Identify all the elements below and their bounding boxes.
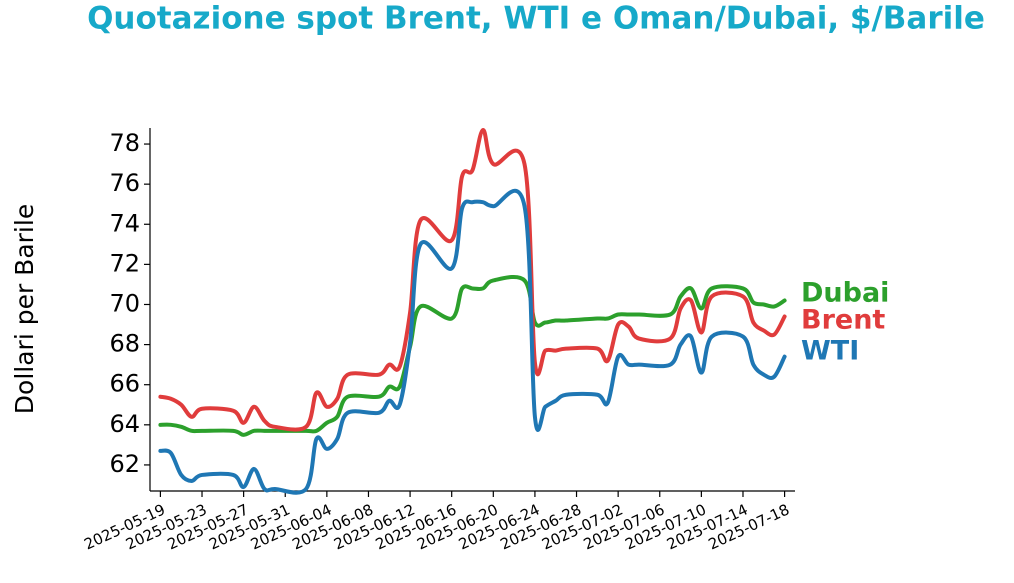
chart-title: Quotazione spot Brent, WTI e Oman/Dubai,… [87,1,985,37]
series-label: Dubai [801,278,889,309]
y-axis-label: Dollari per Barile [10,204,39,414]
series-line [158,128,787,432]
y-tick-label: 78 [109,129,140,157]
series-label: WTI [801,336,859,367]
series-label: Brent [801,305,885,336]
series-line [158,274,787,437]
y-tick-label: 68 [109,330,140,358]
y-tick-label: 76 [109,169,140,197]
y-tick-label: 74 [109,209,140,237]
y-tick-label: 66 [109,370,140,398]
y-tick-label: 72 [109,249,140,277]
y-tick-label: 64 [109,410,140,438]
series-line [158,188,787,495]
y-tick-label: 70 [109,289,140,317]
y-tick-label: 62 [109,450,140,478]
